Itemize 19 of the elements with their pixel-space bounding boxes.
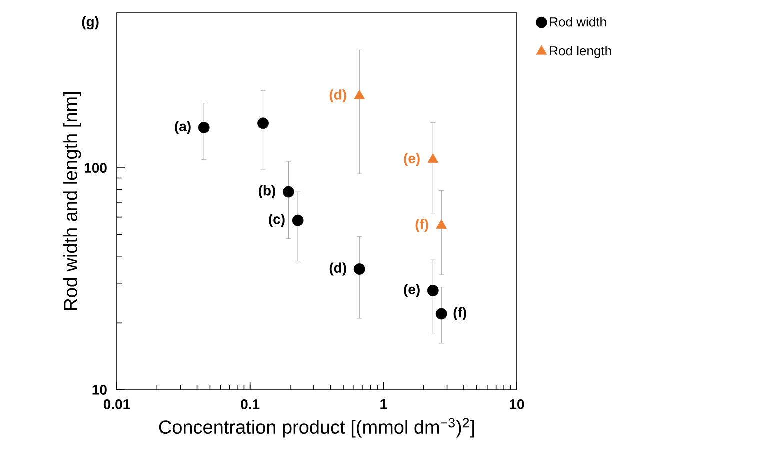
data-label: (c) bbox=[269, 214, 285, 228]
x-tick-label: 1 bbox=[380, 400, 388, 410]
y-axis-title: Rod width and length [nm] bbox=[64, 92, 82, 310]
data-label: (e) bbox=[404, 153, 420, 166]
y-tick-label: 100 bbox=[84, 163, 107, 174]
data-label: (f) bbox=[454, 307, 466, 321]
data-label: (d) bbox=[330, 90, 346, 103]
x-tick-label: 0.01 bbox=[104, 400, 130, 410]
legend-label: Rod width bbox=[550, 17, 606, 27]
data-label: (a) bbox=[175, 121, 191, 134]
legend-label: Rod length bbox=[550, 46, 612, 58]
x-axis-title: Concentration product [(mmol dm$^{−3}$)$^{2}$] bbox=[159, 418, 474, 438]
data-label: (b) bbox=[258, 186, 276, 199]
data-label: (d) bbox=[330, 262, 346, 276]
x-tick-label: 0.1 bbox=[241, 400, 260, 410]
data-label: (f) bbox=[416, 219, 428, 232]
x-tick-label: 10 bbox=[510, 400, 524, 410]
text: (g) bbox=[82, 16, 99, 30]
data-label: (e) bbox=[404, 284, 420, 298]
